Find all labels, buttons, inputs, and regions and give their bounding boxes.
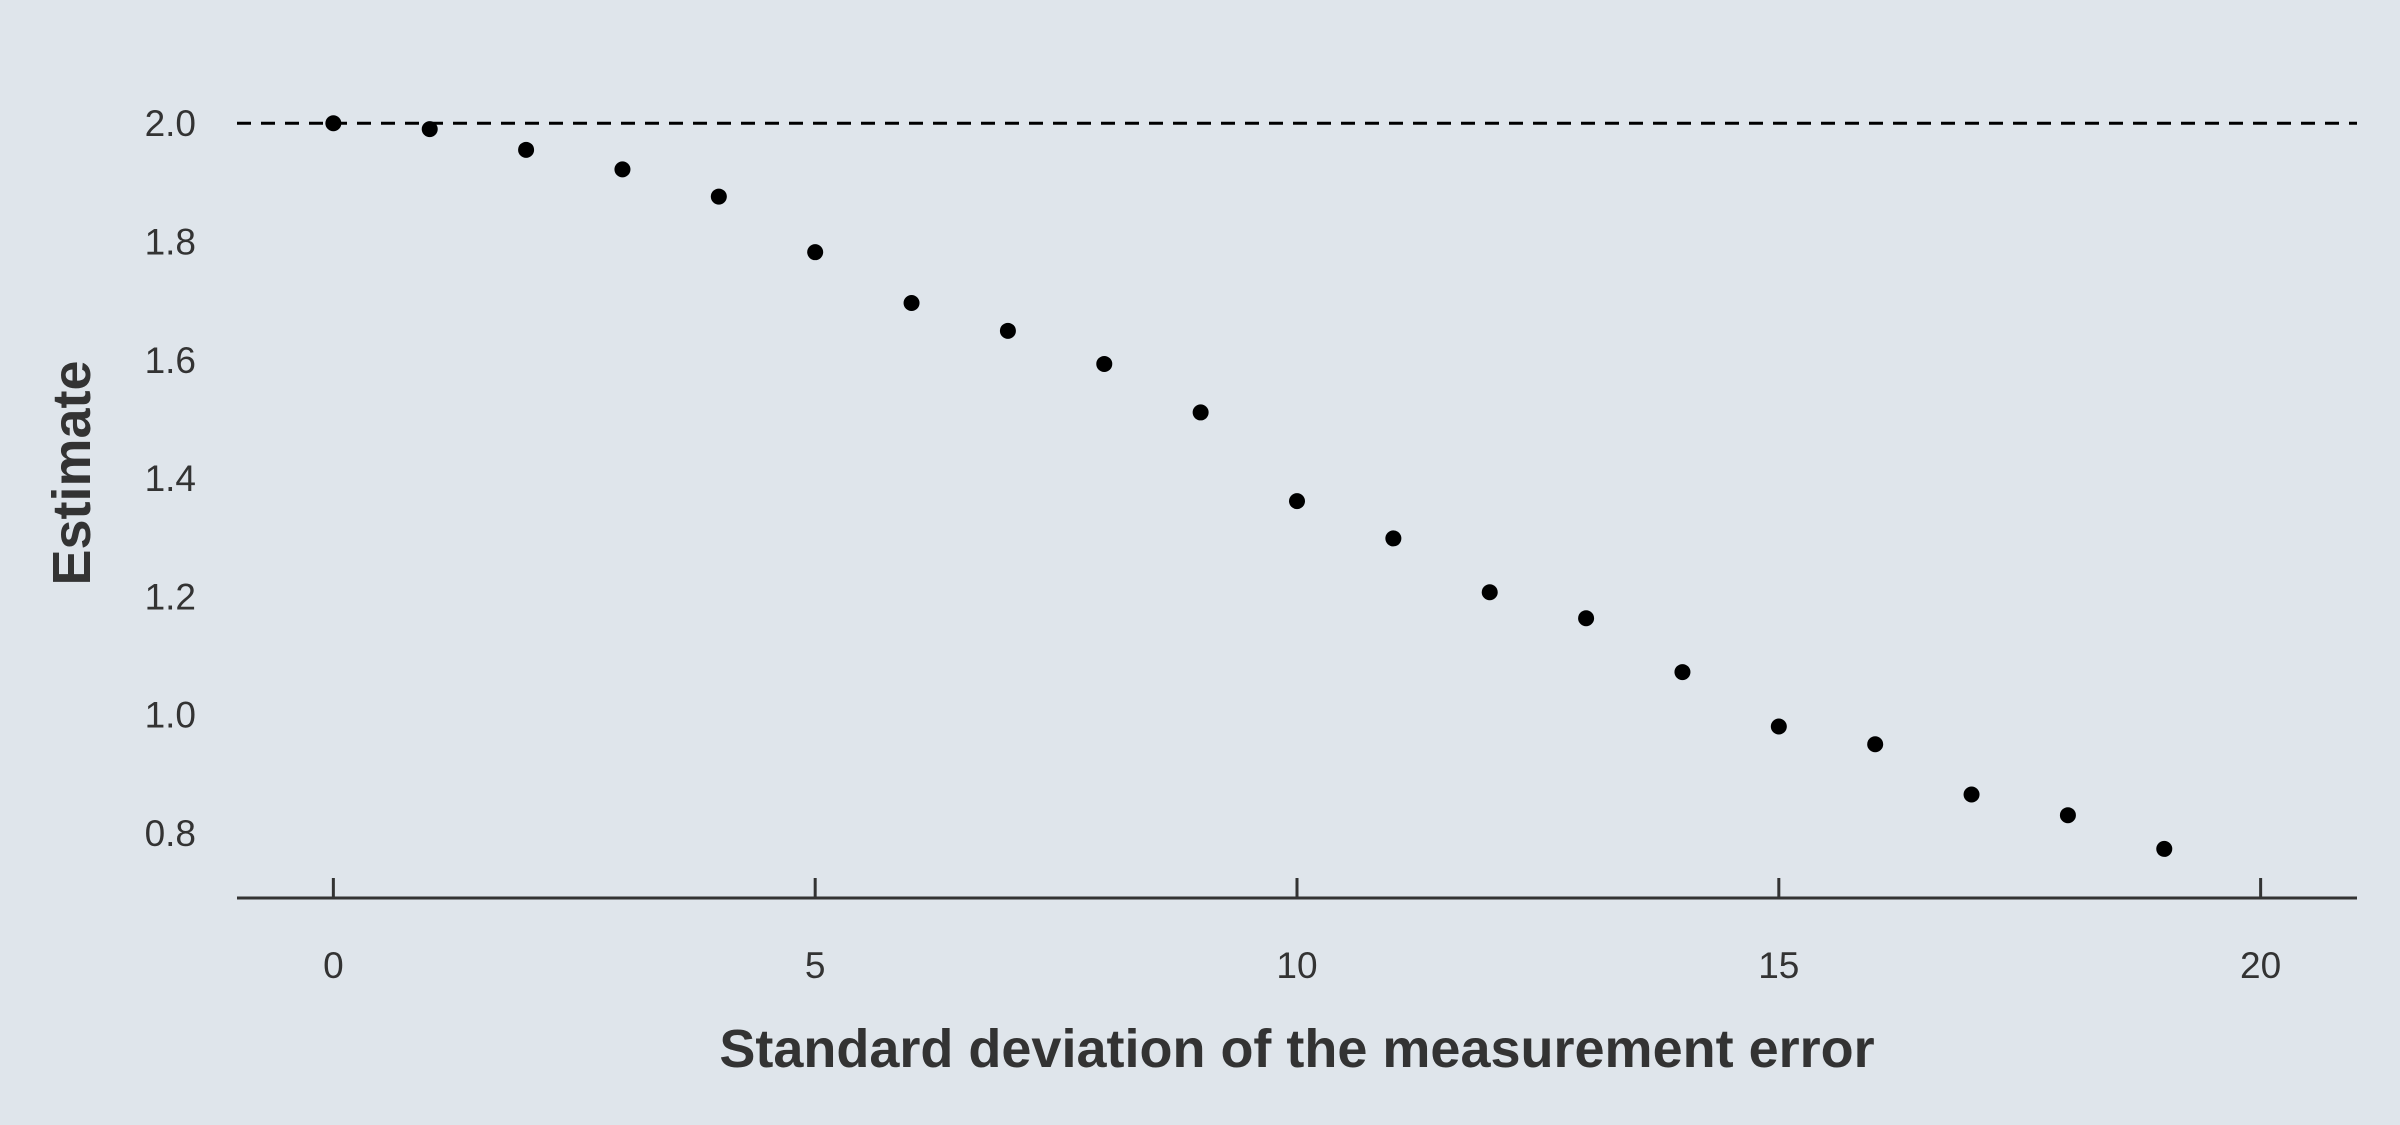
y-axis-title: Estimate bbox=[42, 360, 102, 585]
data-point bbox=[1867, 736, 1884, 753]
data-point bbox=[518, 141, 535, 158]
data-point bbox=[614, 161, 631, 178]
tick-labels: 0 5 10 15 20 0.8 1.0 1.2 1.4 1.6 1.8 2.0 bbox=[145, 103, 2282, 986]
data-point bbox=[325, 115, 342, 132]
data-point bbox=[1481, 584, 1498, 601]
y-tick-label: 1.6 bbox=[145, 340, 196, 381]
y-tick-label: 1.4 bbox=[145, 458, 196, 499]
x-axis-title: Standard deviation of the measurement er… bbox=[719, 1019, 1874, 1079]
data-point bbox=[1096, 355, 1113, 372]
data-point bbox=[1674, 664, 1691, 681]
data-point bbox=[1289, 493, 1305, 510]
x-tick-label: 0 bbox=[323, 945, 344, 986]
data-point bbox=[999, 322, 1016, 339]
data-point bbox=[1192, 404, 1209, 421]
data-point bbox=[807, 244, 824, 261]
y-tick-label: 0.8 bbox=[145, 813, 196, 854]
y-tick-label: 1.2 bbox=[145, 576, 196, 617]
y-tick-label: 1.8 bbox=[145, 222, 196, 263]
data-point bbox=[421, 121, 438, 138]
data-point bbox=[903, 295, 920, 312]
x-tick-label: 5 bbox=[805, 945, 826, 986]
data-point bbox=[2156, 840, 2173, 857]
data-point bbox=[2059, 807, 2076, 824]
data-point bbox=[1578, 610, 1595, 627]
data-point bbox=[1770, 718, 1787, 735]
data-point bbox=[1963, 786, 1980, 803]
x-tick-label: 20 bbox=[2240, 945, 2281, 986]
data-point bbox=[1385, 530, 1402, 547]
data-point bbox=[710, 188, 727, 205]
y-tick-label: 1.0 bbox=[145, 695, 196, 736]
x-tick-label: 15 bbox=[1758, 945, 1799, 986]
x-axis bbox=[237, 878, 2357, 900]
data-points bbox=[325, 115, 2173, 857]
y-tick-label: 2.0 bbox=[145, 103, 196, 144]
x-tick-label: 10 bbox=[1276, 945, 1317, 986]
